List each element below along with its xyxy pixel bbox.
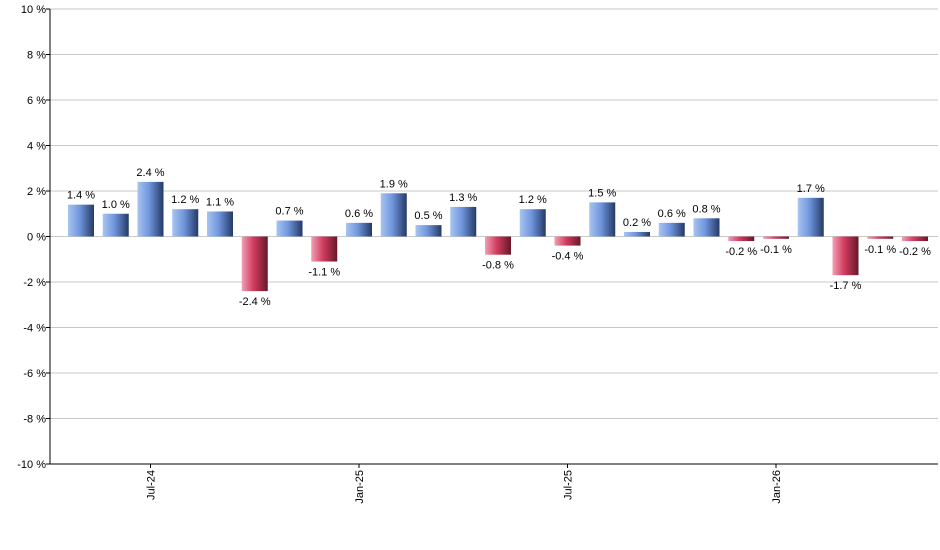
bar bbox=[380, 193, 407, 237]
y-tick-label: 2 % bbox=[27, 186, 46, 198]
x-tick-label: Jan-26 bbox=[771, 470, 783, 504]
bar bbox=[415, 225, 442, 237]
data-label: 1.4 % bbox=[67, 190, 95, 202]
data-label: 0.6 % bbox=[658, 208, 686, 220]
data-label: 1.9 % bbox=[380, 178, 408, 190]
x-tick-label: Jul-24 bbox=[146, 470, 158, 500]
y-tick-label: -4 % bbox=[23, 323, 46, 335]
y-tick-label: 6 % bbox=[27, 95, 46, 107]
bar bbox=[68, 204, 94, 237]
bar bbox=[589, 202, 616, 237]
bars bbox=[68, 181, 928, 292]
bar bbox=[102, 213, 129, 237]
y-tick-label: 4 % bbox=[27, 141, 46, 153]
data-label: 0.2 % bbox=[623, 217, 651, 229]
data-label: -1.7 % bbox=[830, 280, 862, 292]
bar bbox=[519, 209, 546, 237]
bar bbox=[728, 236, 755, 242]
data-label: 1.2 % bbox=[519, 194, 547, 206]
data-label: 0.8 % bbox=[692, 203, 720, 215]
axes: 10 % 8 % 6 % 4 % 2 % 0 % -2 % -4 % -6 % -8 % -10 %… bbox=[17, 4, 938, 504]
data-label: 0.6 % bbox=[345, 208, 373, 220]
bar bbox=[902, 236, 928, 242]
bar bbox=[693, 218, 720, 237]
x-tick-label: Jul-25 bbox=[563, 470, 575, 500]
data-label: 0.5 % bbox=[414, 210, 442, 222]
bar bbox=[624, 231, 650, 237]
bar bbox=[172, 209, 199, 237]
data-label: 1.3 % bbox=[449, 192, 477, 204]
bar bbox=[207, 211, 233, 237]
y-tick-label: -6 % bbox=[23, 368, 46, 380]
y-tick-label: -10 % bbox=[17, 459, 46, 471]
bar bbox=[763, 236, 789, 239]
bar bbox=[450, 206, 477, 237]
y-tick-label: -2 % bbox=[23, 277, 46, 289]
data-label: 0.7 % bbox=[275, 206, 303, 218]
data-label: -0.2 % bbox=[725, 246, 757, 258]
bar bbox=[311, 236, 338, 262]
data-label: -2.4 % bbox=[239, 296, 271, 308]
data-label: 1.7 % bbox=[797, 183, 825, 195]
bar bbox=[554, 236, 581, 246]
y-tick-label: 10 % bbox=[21, 4, 46, 16]
bar bbox=[658, 222, 685, 237]
data-labels: 1.4 % 1.0 % 2.4 % 1.2 % 1.1 % -2.4 % 0.7 % -1.1… bbox=[67, 167, 931, 308]
data-label: -1.1 % bbox=[308, 267, 340, 279]
y-tick-label: 0 % bbox=[27, 232, 46, 244]
data-label: -0.8 % bbox=[482, 260, 514, 272]
y-tick-label: 8 % bbox=[27, 50, 46, 62]
bar bbox=[832, 236, 859, 276]
bar bbox=[346, 222, 372, 237]
data-label: -0.4 % bbox=[552, 251, 584, 263]
data-label: 1.0 % bbox=[102, 199, 130, 211]
bar bbox=[137, 181, 164, 237]
bar bbox=[241, 236, 268, 292]
data-label: 1.2 % bbox=[171, 194, 199, 206]
data-label: 2.4 % bbox=[136, 167, 164, 179]
y-tick-label: -8 % bbox=[23, 414, 46, 426]
data-label: -0.1 % bbox=[760, 244, 792, 256]
data-label: -0.1 % bbox=[864, 244, 896, 256]
data-label: -0.2 % bbox=[899, 246, 931, 258]
bar bbox=[797, 197, 824, 237]
bar bbox=[867, 236, 894, 239]
bar bbox=[276, 220, 303, 237]
x-tick-label: Jan-25 bbox=[354, 470, 366, 504]
data-label: 1.5 % bbox=[588, 187, 616, 199]
data-label: 1.1 % bbox=[206, 196, 234, 208]
bar bbox=[485, 236, 511, 255]
